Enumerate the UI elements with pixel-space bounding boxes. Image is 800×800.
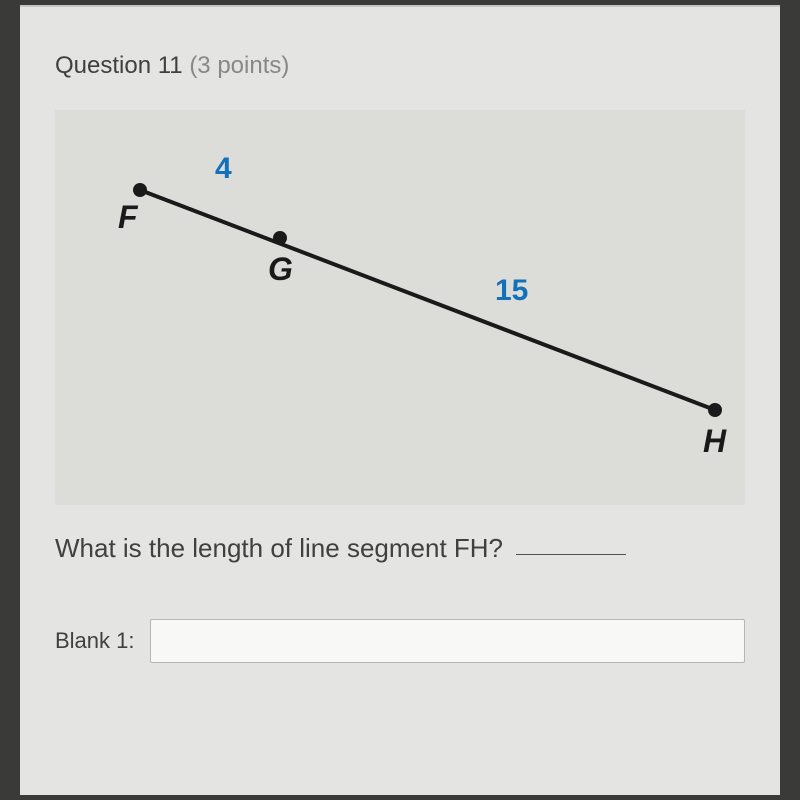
question-page: Question 11 (3 points) F G H 4 15 What is th… — [20, 5, 780, 795]
question-points: (3 points) — [189, 52, 289, 79]
answer-row: Blank 1: — [55, 619, 745, 663]
question-number: Question 11 — [55, 52, 183, 79]
svg-text:15: 15 — [495, 274, 528, 307]
prompt-text: What is the length of line segment FH? — [55, 533, 503, 563]
answer-blank-line — [516, 554, 626, 555]
svg-text:F: F — [118, 199, 139, 235]
blank-label: Blank 1: — [55, 628, 135, 654]
svg-text:H: H — [703, 423, 727, 459]
geometry-diagram: F G H 4 15 — [55, 110, 745, 505]
question-prompt: What is the length of line segment FH? — [55, 533, 745, 564]
svg-text:G: G — [268, 251, 293, 287]
svg-text:4: 4 — [215, 152, 232, 185]
answer-input[interactable] — [150, 619, 746, 663]
question-header: Question 11 (3 points) — [55, 52, 745, 80]
segment-svg: F G H 4 15 — [55, 110, 745, 505]
